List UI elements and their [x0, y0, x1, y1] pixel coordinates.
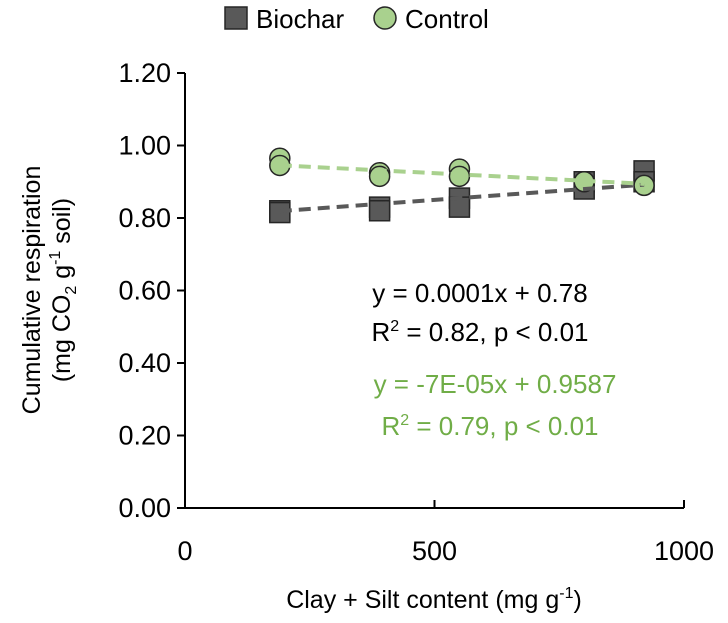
x-ticks: 0 500 1000: [177, 500, 714, 566]
legend-control-label: Control: [405, 4, 489, 34]
y-tick-label: 0.40: [118, 348, 171, 378]
x-tick-label: 0: [177, 536, 192, 566]
control-r2: R2 = 0.79, p < 0.01: [381, 411, 598, 441]
y-tick-label: 0.80: [118, 203, 171, 233]
y-axis-title-line1: Cumulative respiration: [18, 166, 46, 415]
y-axis-title: Cumulative respiration (mg CO2 g-1 soil): [18, 166, 80, 415]
y-axis-title-line2: (mg CO2 g-1 soil): [47, 198, 80, 382]
x-axis-title: Clay + Silt content (mg g-1): [286, 585, 582, 614]
trend-lines: [279, 163, 645, 214]
y-tick-label: 0.60: [118, 276, 171, 306]
control-equation: y = -7E-05x + 0.9587: [374, 369, 617, 399]
control-equation-block: y = -7E-05x + 0.9587 R2 = 0.79, p < 0.01: [374, 369, 617, 441]
biochar-equation: y = 0.0001x + 0.78: [372, 278, 587, 308]
control-trend-line: [279, 163, 645, 186]
y-tick-label: 0.20: [118, 421, 171, 451]
biochar-equation-block: y = 0.0001x + 0.78 R2 = 0.82, p < 0.01: [371, 278, 588, 347]
y-tick-label: 1.00: [118, 131, 171, 161]
x-tick-label: 1000: [654, 536, 714, 566]
biochar-r2: R2 = 0.82, p < 0.01: [371, 317, 588, 347]
legend-control-marker: [373, 6, 397, 30]
legend-biochar-label: Biochar: [256, 4, 344, 34]
y-tick-label: 1.20: [118, 58, 171, 88]
y-tick-label: 0.00: [118, 493, 171, 523]
biochar-trend-line: [279, 182, 645, 214]
y-ticks: 0.00 0.20 0.40 0.60 0.80 1.00 1.20: [118, 58, 185, 523]
legend: Biochar Control: [224, 4, 489, 34]
legend-biochar-marker: [224, 6, 248, 30]
data-points: [269, 147, 655, 224]
x-tick-label: 500: [412, 536, 457, 566]
biochar-point: [368, 200, 391, 222]
biochar-point: [269, 201, 291, 224]
